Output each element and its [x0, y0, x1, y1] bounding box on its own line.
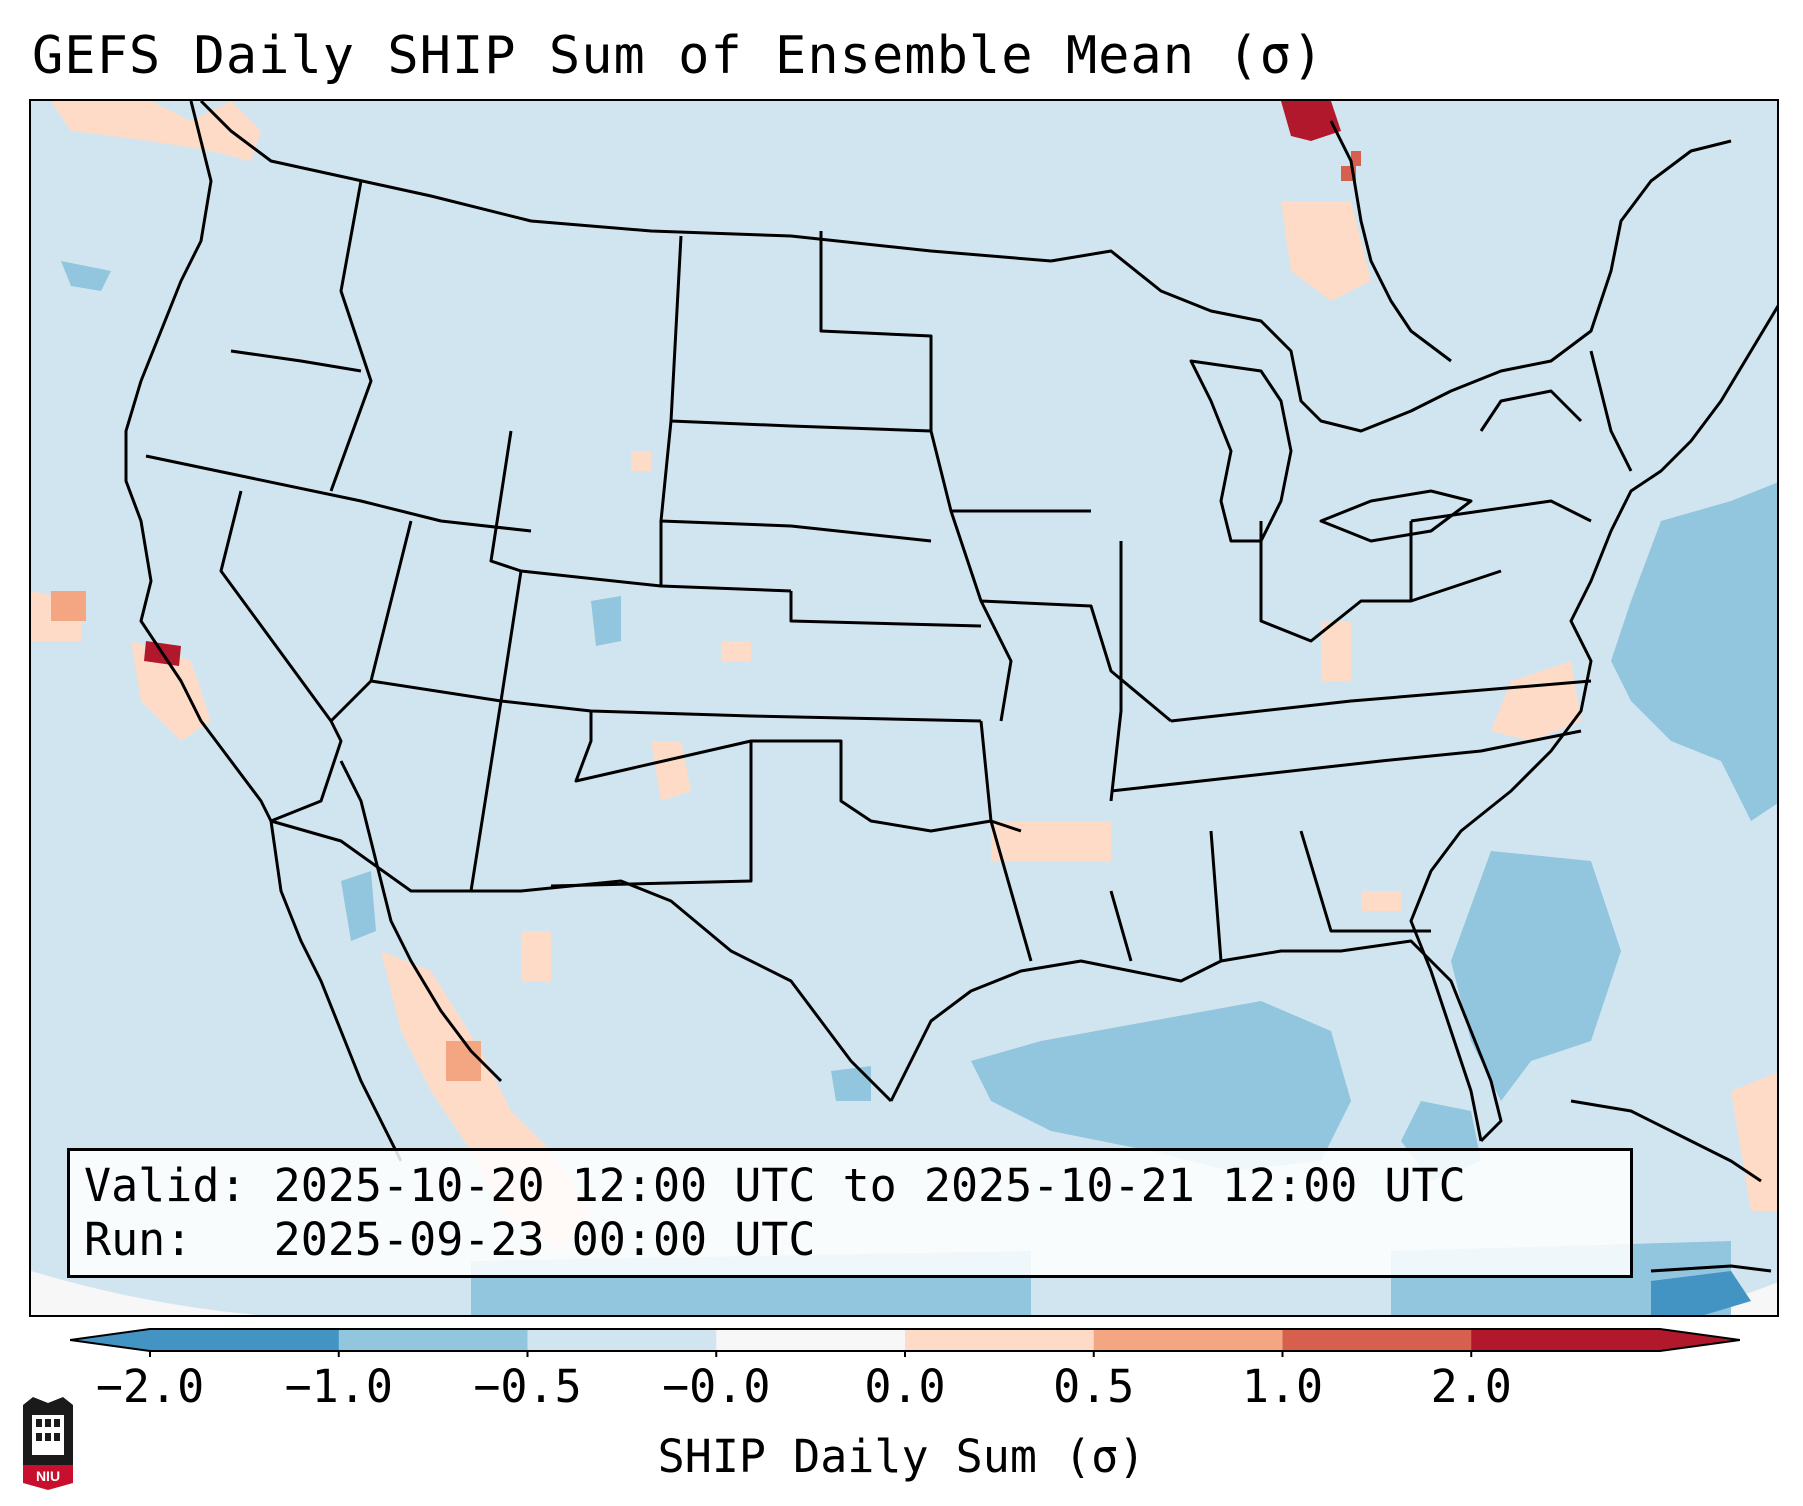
- anomaly-negative-regions: [61, 261, 1777, 1315]
- colorbar-segment: [527, 1329, 717, 1351]
- colorbar-tick-label: 0.5: [1053, 1360, 1135, 1413]
- colorbar-segment: [150, 1329, 340, 1351]
- state-borders: [145, 180, 1633, 962]
- colorbar-tick-label: 1.0: [1241, 1360, 1324, 1413]
- colorbar-tick-label: 0.0: [864, 1360, 946, 1413]
- colorbar-segment: [1093, 1329, 1283, 1351]
- map-panel: [29, 99, 1779, 1317]
- off-domain-area: [31, 1271, 258, 1315]
- colorbar-tick-label: −1.0: [284, 1360, 393, 1413]
- colorbar-segment: [338, 1329, 528, 1351]
- anomaly-extreme-positive-regions: [144, 101, 1341, 666]
- colorbar-segment: [1471, 1329, 1661, 1351]
- colorbar-segment: [1282, 1329, 1472, 1351]
- colorbar-tick-label: 2.0: [1430, 1360, 1512, 1413]
- info-box: Valid: 2025-10-20 12:00 UTC to 2025-10-2…: [67, 1148, 1633, 1278]
- colorbar-tick-label: −0.5: [473, 1360, 582, 1413]
- run-time-line: Run: 2025-09-23 00:00 UTC: [84, 1213, 816, 1266]
- colorbar-tick-label: −0.0: [662, 1360, 771, 1413]
- map-canvas: [31, 101, 1777, 1315]
- valid-time-line: Valid: 2025-10-20 12:00 UTC to 2025-10-2…: [84, 1159, 1466, 1212]
- colorbar-extend-low: [70, 1329, 150, 1351]
- colorbar-segment: [716, 1329, 906, 1351]
- page-title: GEFS Daily SHIP Sum of Ensemble Mean (σ): [32, 26, 1325, 86]
- logo-text: NIU: [36, 1468, 60, 1484]
- colorbar-tick-label: −2.0: [95, 1360, 205, 1413]
- coastlines-and-borders: [124, 101, 1777, 1273]
- niu-logo: NIU: [23, 1397, 73, 1490]
- colorbar: [70, 1328, 1740, 1357]
- colorbar-segment: [905, 1329, 1095, 1351]
- off-domain-area: [1676, 1282, 1777, 1315]
- colorbar-label: SHIP Daily Sum (σ): [657, 1430, 1146, 1483]
- colorbar-extend-high: [1660, 1329, 1740, 1351]
- anomaly-strong-negative-regions: [1651, 1271, 1751, 1315]
